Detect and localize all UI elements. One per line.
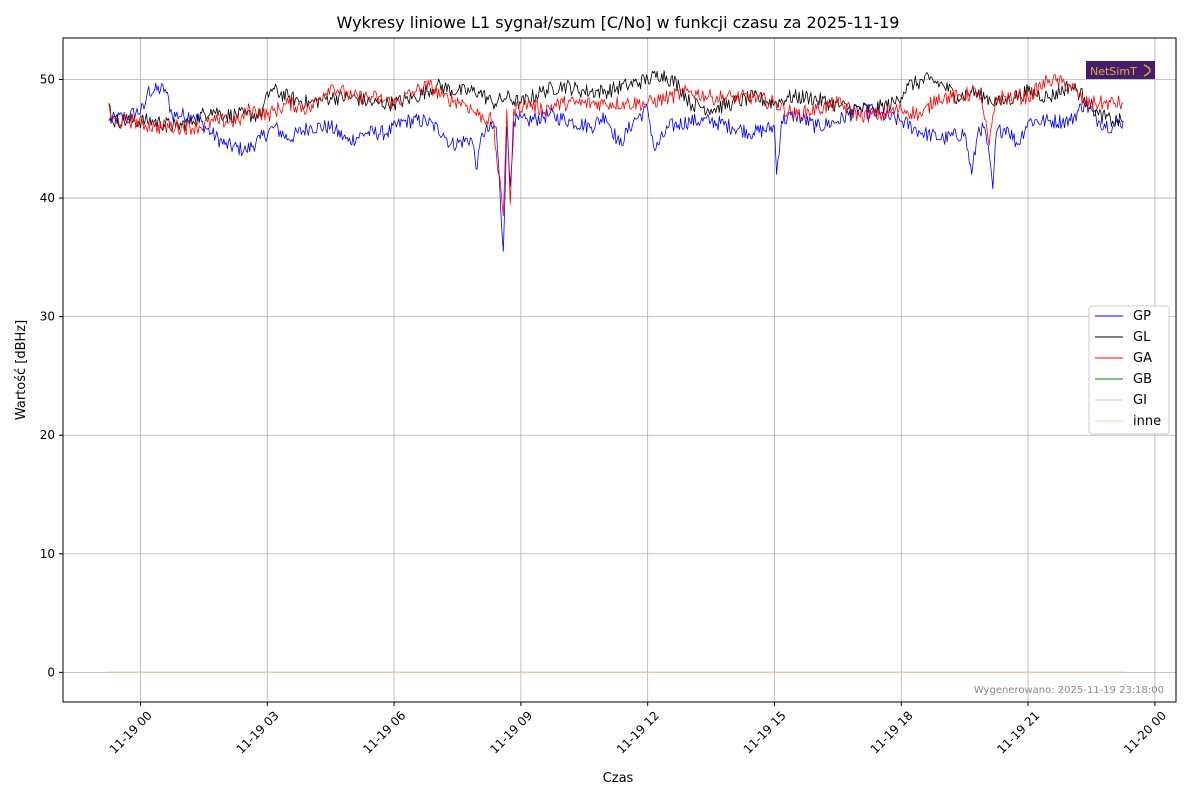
- y-tick-label: 0: [47, 665, 55, 679]
- legend-label-gp: GP: [1133, 309, 1151, 324]
- series-line-ga: [108, 74, 1124, 217]
- legend-label-gl: GL: [1133, 330, 1151, 345]
- legend-label-gi: GI: [1133, 393, 1147, 408]
- series-line-gl: [108, 70, 1124, 132]
- legend-box: [1088, 305, 1170, 435]
- y-tick-label: 50: [40, 73, 55, 87]
- y-axis-label: Wartość [dBHz]: [14, 320, 29, 420]
- x-tick-label: 11-19 06: [360, 708, 408, 756]
- y-tick-label: 30: [40, 310, 55, 324]
- logo-background: [1086, 61, 1155, 79]
- chart-title: Wykresy liniowe L1 sygnał/szum [C/No] w …: [337, 13, 900, 32]
- legend-label-gb: GB: [1133, 372, 1152, 387]
- legend-label-ga: GA: [1133, 351, 1152, 366]
- y-tick-label: 20: [40, 428, 55, 442]
- x-tick-label: 11-19 09: [487, 708, 535, 756]
- logo-swoosh: [1143, 64, 1151, 77]
- x-tick-label: 11-19 18: [868, 708, 916, 756]
- series-line-gp: [108, 82, 1124, 252]
- grid: [63, 38, 1176, 702]
- x-tick-label: 11-19 21: [994, 708, 1042, 756]
- x-tick-label: 11-19 03: [234, 708, 282, 756]
- logo-text: NetSimT: [1090, 65, 1137, 78]
- x-axis-label: Czas: [603, 771, 634, 786]
- generated-timestamp: Wygenerowano: 2025-11-19 23:18:00: [974, 685, 1164, 696]
- x-tick-label: 11-20 00: [1121, 708, 1169, 756]
- axis-ticks: 11-19 00 11-19 03 11-19 06 11-19 09 11-19 12…: [40, 73, 1169, 757]
- y-tick-label: 10: [40, 547, 55, 561]
- series-lines: [108, 70, 1124, 673]
- plot-frame: [62, 37, 1177, 703]
- legend: GP GL GA GB GI inne: [1088, 305, 1170, 435]
- legend-label-inne: inne: [1133, 414, 1161, 429]
- x-tick-label: 11-19 00: [107, 708, 155, 756]
- logo: NetSimT: [1086, 61, 1155, 79]
- x-tick-label: 11-19 15: [741, 708, 789, 756]
- y-tick-label: 40: [40, 191, 55, 205]
- x-tick-label: 11-19 12: [614, 708, 662, 756]
